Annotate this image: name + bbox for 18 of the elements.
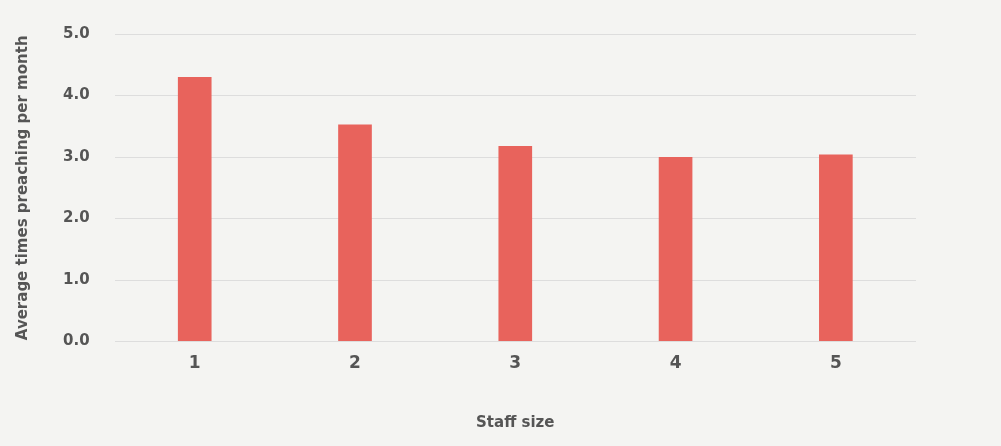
y-tick-label: 1.0 (62, 269, 90, 288)
y-tick-label: 0.0 (62, 331, 90, 350)
bar (658, 157, 693, 342)
y-tick-label: 3.0 (62, 146, 90, 165)
y-axis-title: Average times preaching per month (12, 35, 31, 341)
x-tick-label: 1 (188, 352, 201, 373)
x-axis-title: Staff size (476, 412, 555, 431)
y-tick-label: 2.0 (62, 208, 90, 227)
x-tick-label: 3 (509, 352, 522, 373)
bar (177, 77, 212, 342)
x-tick-label: 2 (349, 352, 361, 373)
y-tick-label: 4.0 (62, 85, 90, 104)
bar (498, 145, 533, 342)
bar (338, 124, 372, 342)
x-tick-label: 5 (829, 352, 842, 373)
y-tick-label: 5.0 (62, 23, 90, 42)
bar (819, 154, 853, 342)
x-tick-label: 4 (669, 352, 682, 373)
